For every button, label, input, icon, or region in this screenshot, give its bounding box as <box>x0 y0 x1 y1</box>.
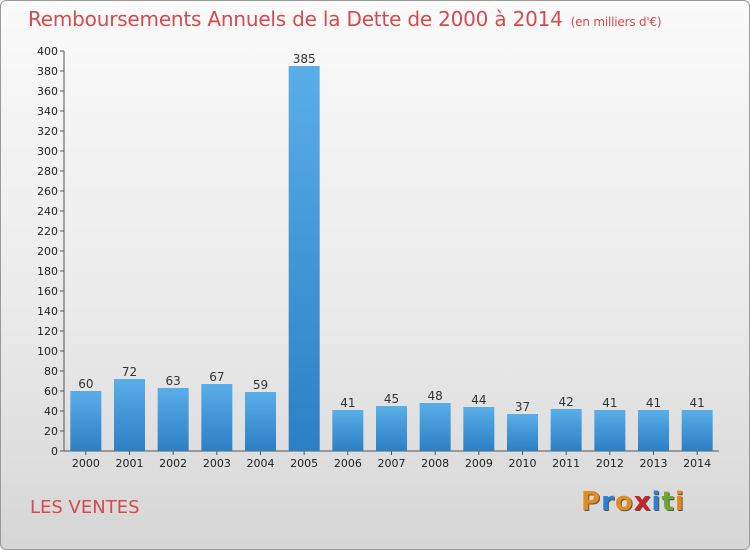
y-tick-label: 340 <box>37 105 58 118</box>
y-tick-label: 60 <box>44 385 58 398</box>
y-tick-label: 180 <box>37 265 58 278</box>
y-tick-label: 360 <box>37 85 58 98</box>
x-tick-label-2014: 2014 <box>683 457 711 470</box>
y-tick-label: 400 <box>37 45 58 58</box>
x-tick-label-2005: 2005 <box>290 457 318 470</box>
x-tick-label-2004: 2004 <box>247 457 275 470</box>
place-name: LES VENTES <box>30 497 140 518</box>
bar-2012 <box>594 410 626 451</box>
y-tick-label: 0 <box>51 445 58 458</box>
y-tick-label: 20 <box>44 425 58 438</box>
bar-2004 <box>245 392 276 451</box>
value-label-2009: 44 <box>471 393 486 407</box>
value-label-2001: 72 <box>122 365 137 379</box>
axes: 0 20 40 60 80 100 120 140 160 180 200 220 240 260 280 3… <box>37 45 719 470</box>
logo-letter: i <box>674 487 685 517</box>
value-label-2011: 42 <box>559 395 574 409</box>
x-tick-label-2010: 2010 <box>509 457 537 470</box>
logo-letter: i <box>651 487 662 517</box>
logo-letter: r <box>601 487 615 517</box>
value-label-2006: 41 <box>340 396 355 410</box>
bar-2014 <box>681 410 713 451</box>
value-label-2010: 37 <box>515 400 530 414</box>
bar-2002 <box>157 388 189 451</box>
x-tick-label-2009: 2009 <box>465 457 493 470</box>
value-label-2000: 60 <box>78 377 93 391</box>
value-label-2013: 41 <box>646 396 661 410</box>
bar-2000 <box>70 391 102 451</box>
y-tick-label: 300 <box>37 145 58 158</box>
y-tick-label: 40 <box>44 405 58 418</box>
y-tick-label: 220 <box>37 225 58 238</box>
y-tick-label: 80 <box>44 365 58 378</box>
logo-letter: x <box>633 487 652 517</box>
x-tick-label-2002: 2002 <box>159 457 187 470</box>
x-tick-label-2012: 2012 <box>596 457 624 470</box>
logo-letter: P <box>581 487 602 517</box>
bar-2003 <box>201 384 233 451</box>
value-label-2005: 385 <box>293 52 316 66</box>
y-tick-label: 120 <box>37 325 58 338</box>
value-label-2002: 63 <box>166 374 181 388</box>
chart-unit: (en milliers d'€) <box>570 15 662 29</box>
y-tick-label: 140 <box>37 305 58 318</box>
x-tick-label-2000: 2000 <box>72 457 100 470</box>
y-tick-label: 260 <box>37 185 58 198</box>
value-label-2007: 45 <box>384 392 399 406</box>
value-label-2004: 59 <box>253 378 268 392</box>
bar-2008 <box>419 403 451 451</box>
value-label-2014: 41 <box>690 396 705 410</box>
x-tick-label-2006: 2006 <box>334 457 362 470</box>
bar-2010 <box>507 414 538 451</box>
y-tick-label: 320 <box>37 125 58 138</box>
proxiti-logo: Proxiti <box>581 487 685 517</box>
value-label-2008: 48 <box>428 389 443 403</box>
bar-2005 <box>288 66 320 451</box>
value-label-2003: 67 <box>209 370 224 384</box>
y-tick-label: 100 <box>37 345 58 358</box>
bar-2001 <box>114 379 145 451</box>
x-tick-label-2008: 2008 <box>421 457 449 470</box>
chart-title: Remboursements Annuels de la Dette de 20… <box>28 7 662 31</box>
x-tick-label-2007: 2007 <box>378 457 406 470</box>
logo-letter: t <box>661 487 675 517</box>
bar-2006 <box>332 410 364 451</box>
bar-2011 <box>550 409 582 451</box>
bar-2007 <box>376 406 407 451</box>
bar-2013 <box>638 410 669 451</box>
y-tick-label: 380 <box>37 65 58 78</box>
value-label-2012: 41 <box>602 396 617 410</box>
x-tick-label-2013: 2013 <box>640 457 668 470</box>
y-tick-label: 280 <box>37 165 58 178</box>
y-tick-label: 160 <box>37 285 58 298</box>
logo-letter: o <box>614 487 634 517</box>
y-tick-label: 200 <box>37 245 58 258</box>
x-tick-label-2003: 2003 <box>203 457 231 470</box>
bar-2009 <box>463 407 495 451</box>
y-tick-label: 240 <box>37 205 58 218</box>
x-tick-label-2011: 2011 <box>552 457 580 470</box>
x-tick-label-2001: 2001 <box>116 457 144 470</box>
bars: 60 72 63 67 59 385 41 45 48 44 37 42 41 41 41 <box>70 52 713 451</box>
